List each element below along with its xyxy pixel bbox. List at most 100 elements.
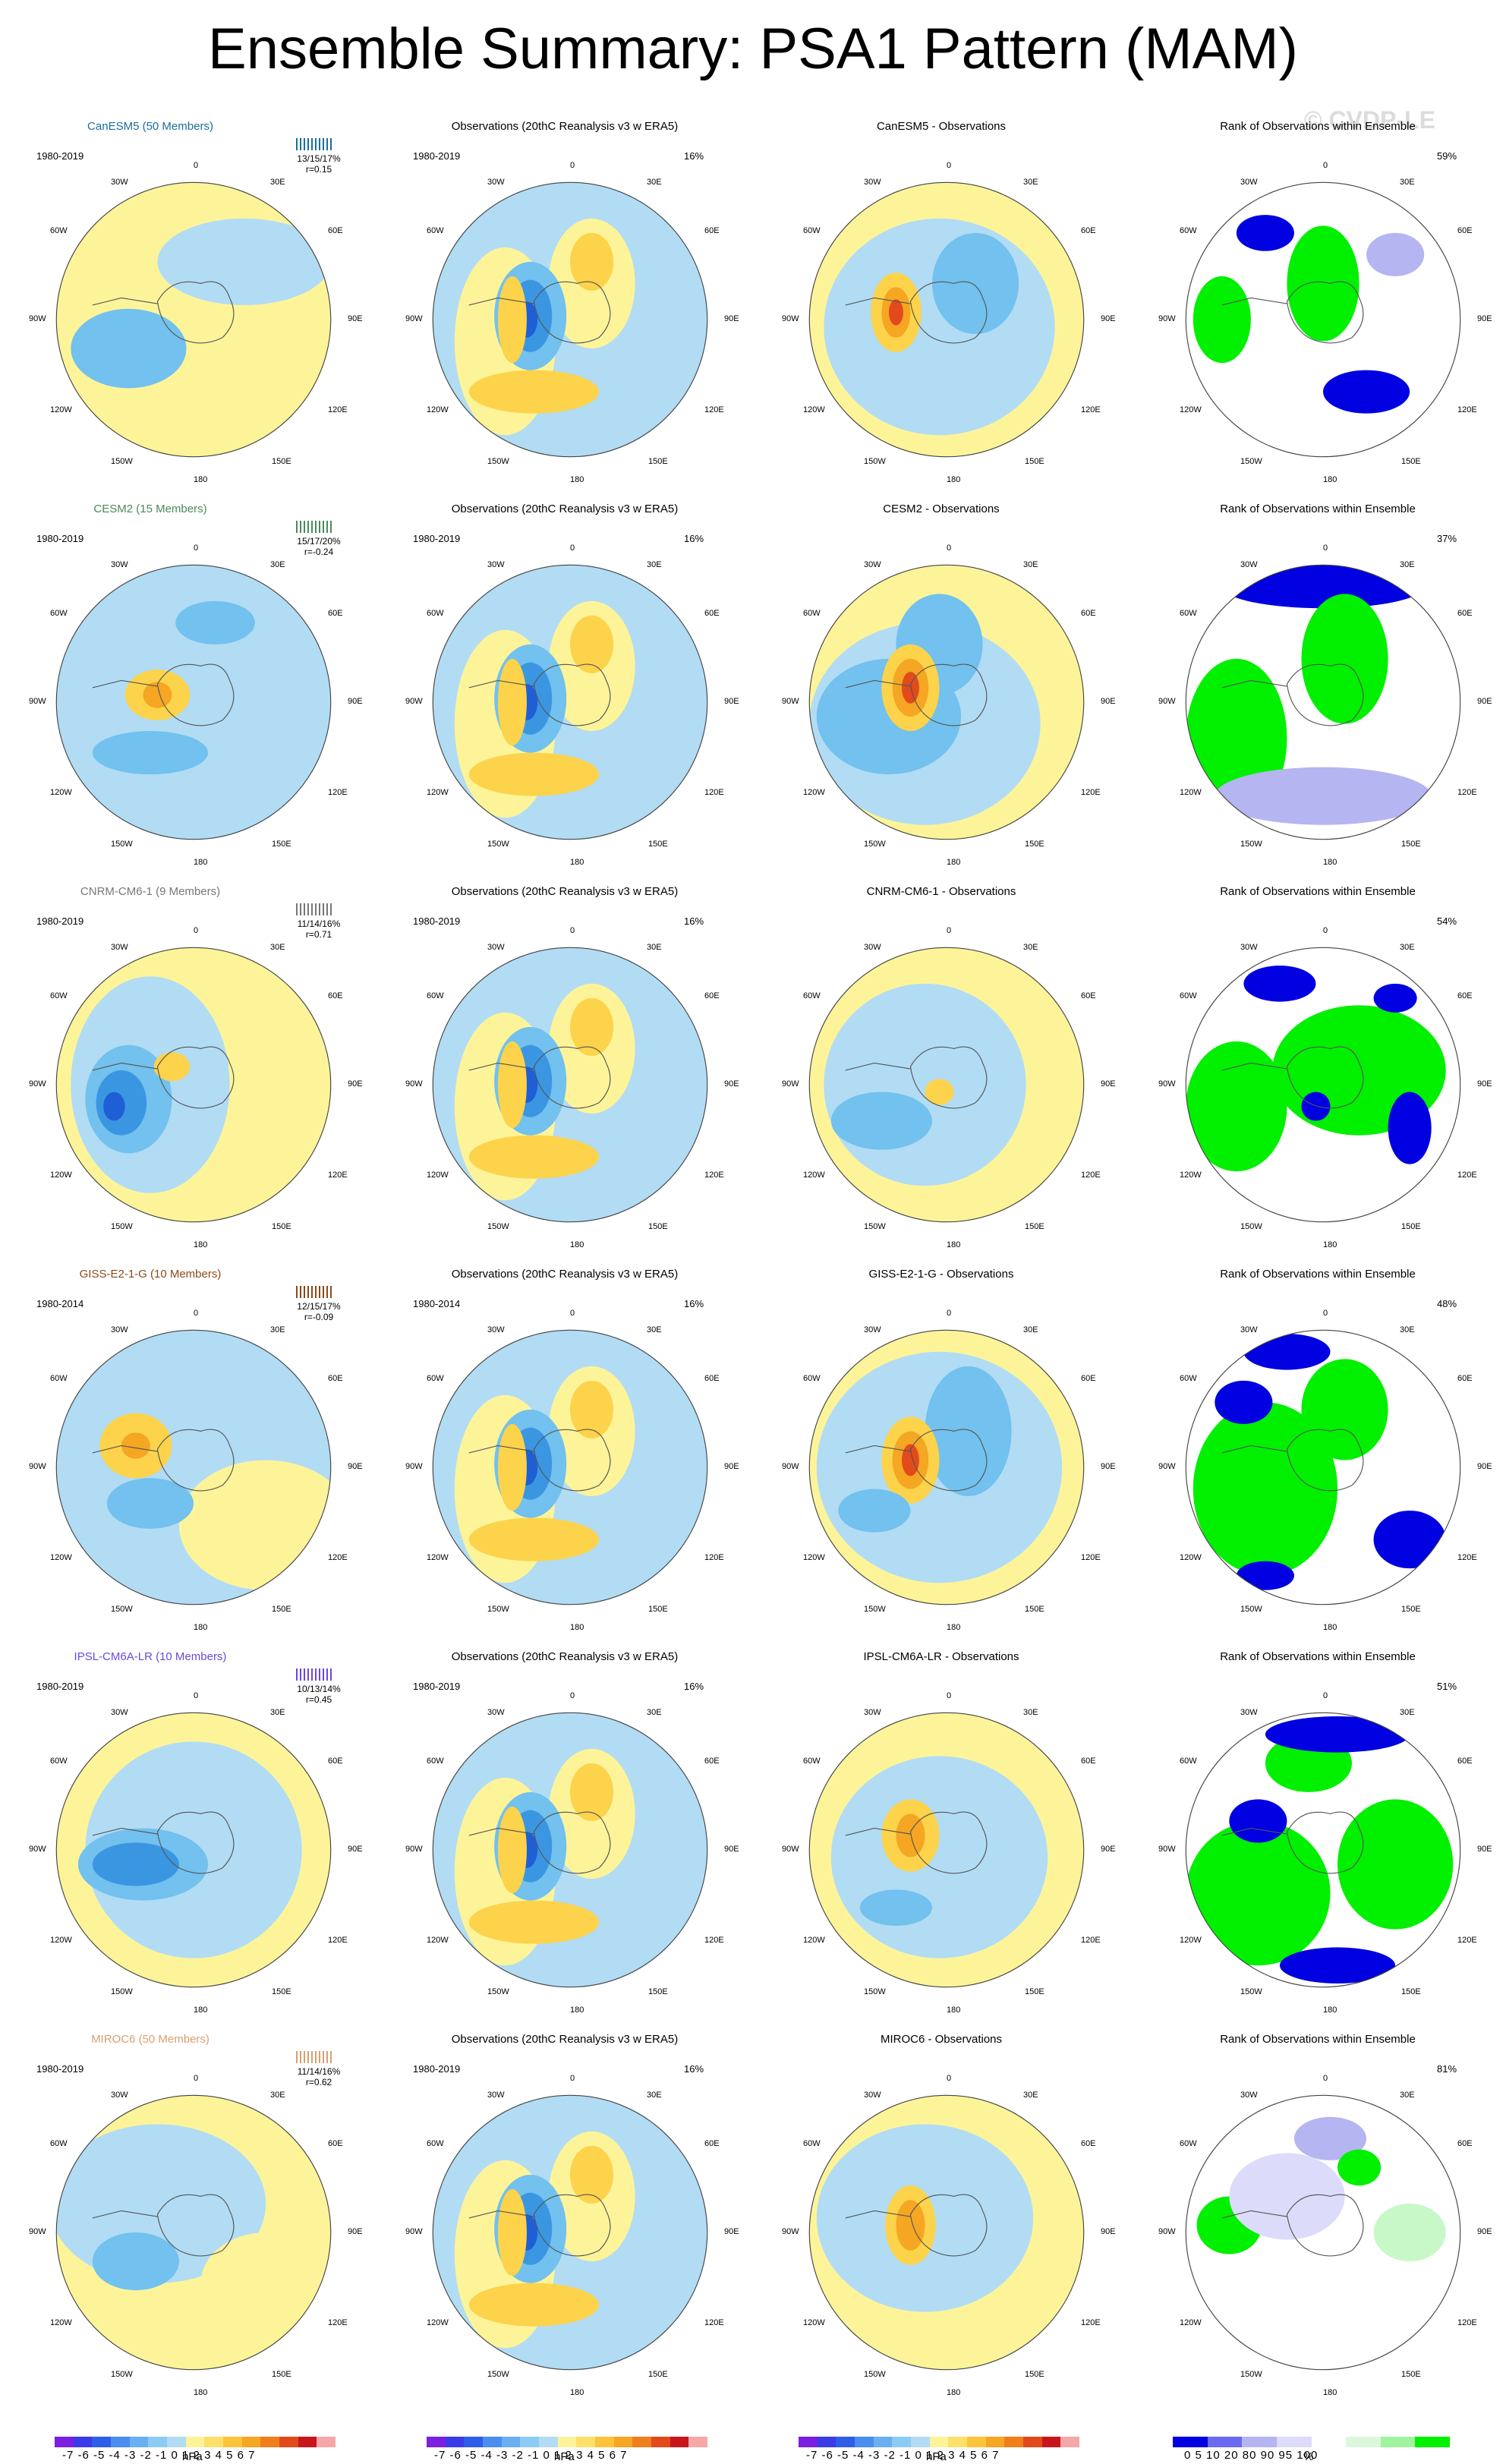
ensemble-tick: [296, 2051, 298, 2063]
model-2-lon-label: 180: [194, 1240, 208, 1249]
rank-5-lon-label: 0: [1323, 2074, 1328, 2083]
ensemble-tick: [304, 521, 305, 533]
diff-0-lon-label: 90E: [1101, 314, 1116, 323]
rank-4-lon-label: 30E: [1400, 1708, 1415, 1717]
diff-2-lon-label: 30E: [1023, 943, 1038, 952]
obs-pct: 16%: [684, 533, 704, 544]
rank-title: Rank of Observations within Ensemble: [1220, 503, 1416, 515]
diff-1-coastline: [845, 663, 988, 726]
obs-1-lon-label: 30E: [647, 560, 662, 569]
colorbar-swatch: [873, 2437, 893, 2447]
obs-5-coastline: [468, 2194, 611, 2257]
obs-panel-3: Observations (20thC Reanalysis v3 w ERA5…: [376, 1254, 753, 1637]
rank-5-region-5: [1373, 2203, 1446, 2262]
ensemble-tick: [315, 138, 317, 150]
ensemble-tick: [307, 2051, 309, 2063]
rank-2-lon-label: 90W: [1158, 1079, 1176, 1089]
model-3-lon-label: 120E: [328, 1553, 348, 1562]
rank-4-lon-label: 120W: [1180, 1936, 1202, 1945]
obs-title: Observations (20thC Reanalysis v3 w ERA5…: [451, 120, 679, 133]
obs-1-lon-label: 90E: [724, 697, 739, 706]
ensemble-tick: [296, 138, 298, 150]
model-panel-3: GISS-E2-1-G (10 Members) 1980-2014 12/15/1…: [0, 1254, 376, 1637]
rank-4-lon-label: 90W: [1158, 1845, 1176, 1854]
rank-2-lon-label: 120W: [1180, 1171, 1202, 1180]
model-1-lon-label: 30E: [270, 560, 285, 569]
diff-4-lon-label: 0: [947, 1691, 952, 1700]
obs-0-region-3: [570, 232, 614, 291]
obs-pct: 16%: [684, 915, 704, 927]
ensemble-tick: [326, 2051, 328, 2063]
rank-2-region-4: [1373, 983, 1417, 1013]
obs-3-lon-label: 0: [570, 1309, 575, 1318]
model-1-map-border: [55, 564, 332, 840]
diff-2-lon-label: 90W: [782, 1079, 799, 1089]
obs-0-lon-label: 120E: [704, 405, 724, 414]
rank-5-map: [1175, 2084, 1471, 2381]
rank-1-region-1: [1221, 565, 1425, 609]
obs-2-map-border: [432, 947, 708, 1223]
rank-title: Rank of Observations within Ensemble: [1220, 120, 1416, 133]
obs-3-lon-label: 180: [570, 1623, 584, 1632]
colorbar-swatch: [557, 2437, 577, 2447]
rank-2-region-1: [1186, 1041, 1287, 1172]
rank-2-lon-label: 30W: [1240, 943, 1258, 952]
obs-title: Observations (20thC Reanalysis v3 w ERA5…: [451, 1268, 679, 1281]
model-0-lon-label: 120W: [50, 405, 72, 414]
model-title: CanESM5 (50 Members): [87, 120, 213, 133]
diff-3-map-border: [808, 1329, 1085, 1605]
obs-4-lon-label: 150E: [648, 1987, 668, 1996]
diff-title: CanESM5 - Observations: [876, 120, 1007, 133]
model-0-lon-label: 90E: [348, 314, 363, 323]
ensemble-tick: [323, 521, 324, 533]
ensemble-tick: [304, 2051, 305, 2063]
obs-pct: 16%: [684, 1681, 704, 1692]
rank-pct: 54%: [1437, 915, 1457, 927]
model-r: r=0.71: [305, 929, 332, 940]
colorbar-swatch: [1346, 2437, 1381, 2447]
colorbar-swatch: [1276, 2437, 1312, 2447]
model-years: 1980-2014: [36, 1298, 84, 1309]
ensemble-tick: [315, 2051, 317, 2063]
diff-3-lon-label: 30E: [1023, 1325, 1038, 1334]
diff-0-coastline: [845, 281, 988, 344]
diff-5-lon-label: 30W: [864, 2091, 881, 2100]
diff-panel-2: CNRM-CM6-1 - Observations 0 30E 60E 90E 120E 1…: [753, 871, 1130, 1254]
colorbar-swatch: [129, 2437, 149, 2447]
obs-2-lon-label: 30W: [487, 943, 505, 952]
diff-5-lon-label: 120W: [803, 2318, 825, 2327]
rank-title: Rank of Observations within Ensemble: [1220, 1268, 1416, 1281]
model-5-lon-label: 150E: [272, 2370, 291, 2379]
diff-1-lon-label: 120W: [803, 788, 825, 797]
colorbar-swatch: [148, 2437, 168, 2447]
rank-5-lon-label: 120W: [1180, 2318, 1202, 2327]
model-1-coastline: [92, 663, 235, 726]
diff-3-region-6: [838, 1489, 911, 1533]
colorbar-swatch: [111, 2437, 130, 2447]
diff-4-lon-label: 150E: [1025, 1987, 1044, 1996]
model-3-map-svg: [55, 1329, 332, 1605]
colorbar-swatch: [204, 2437, 224, 2447]
colorbar-swatch: [92, 2437, 112, 2447]
model-3-lon-label: 120W: [50, 1553, 72, 1562]
model-1-lon-label: 0: [194, 544, 199, 553]
obs-0-lon-label: 90W: [405, 314, 423, 323]
model-1-lon-label: 120E: [328, 788, 348, 797]
diff-0-region-5: [888, 299, 903, 326]
diff-0-lon-label: 30W: [864, 178, 881, 187]
rank-2-lon-label: 90E: [1477, 1079, 1492, 1089]
diff-2-region-1: [824, 983, 1026, 1186]
rank-2-lon-label: 120E: [1457, 1171, 1477, 1180]
colorbar-swatch: [223, 2437, 242, 2447]
rank-3-map-svg: [1185, 1329, 1461, 1605]
diff-5-lon-label: 150E: [1025, 2370, 1044, 2379]
model-4-lon-label: 60W: [50, 1757, 68, 1766]
rank-3-region-3: [1243, 1334, 1331, 1370]
ensemble-tick: [304, 903, 305, 915]
rank-5-lon-label: 150W: [1240, 2370, 1262, 2379]
diff-4-lon-label: 180: [947, 2006, 961, 2015]
colorbar-swatch: [688, 2437, 708, 2447]
model-1-lon-label: 180: [194, 858, 208, 867]
diff-4-lon-label: 60E: [1081, 1757, 1096, 1766]
colorbar-hpa-1-units: hPa: [182, 2450, 203, 2463]
